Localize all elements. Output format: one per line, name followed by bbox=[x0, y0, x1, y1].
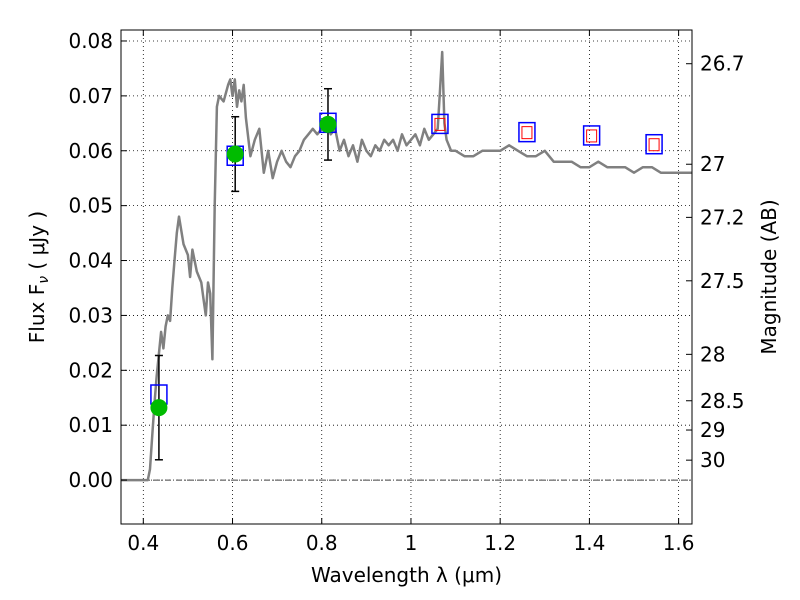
y-axis-label: Flux Fν ( μJy ) bbox=[25, 211, 52, 343]
y-tick-label: 0.07 bbox=[68, 84, 113, 108]
y2-tick-label: 28 bbox=[700, 342, 725, 366]
y2-tick-label: 30 bbox=[700, 448, 725, 472]
y2-tick-label: 27 bbox=[700, 152, 725, 176]
y2-axis-label: Magnitude (AB) bbox=[757, 199, 781, 354]
model-photometry-box bbox=[518, 121, 536, 143]
y2-tick-label: 28.5 bbox=[700, 389, 745, 413]
model-photometry-box bbox=[431, 113, 449, 135]
model-photometry-inner-box bbox=[648, 138, 660, 152]
x-tick-label: 0.8 bbox=[306, 531, 338, 555]
x-tick-label: 0.6 bbox=[217, 531, 249, 555]
y-tick-label: 0.00 bbox=[68, 468, 113, 492]
y-axis-label-unit: ( μJy ) bbox=[25, 211, 49, 276]
model-photometry-box bbox=[645, 133, 663, 155]
ticks: 0.4 0.6 0.8 1 1.2 1.4 1.6 0.00 0.01 0.02 0.03 0.04 0… bbox=[68, 29, 744, 555]
model-photometry-inner-box bbox=[586, 129, 598, 143]
observed-flux-point bbox=[319, 115, 337, 133]
x-tick-label: 1.2 bbox=[484, 531, 516, 555]
x-tick-label: 0.4 bbox=[127, 531, 159, 555]
y2-tick-label: 27.5 bbox=[700, 269, 745, 293]
y-tick-label: 0.03 bbox=[68, 303, 113, 327]
y2-tick-label: 26.7 bbox=[700, 52, 745, 76]
plot-frame bbox=[120, 29, 693, 525]
y2-tick-label: 27.2 bbox=[700, 205, 745, 229]
model-photometry-inner-box bbox=[434, 117, 446, 131]
x-tick-label: 1.6 bbox=[663, 531, 695, 555]
x-axis-label: Wavelength λ (μm) bbox=[311, 563, 502, 587]
y-tick-label: 0.02 bbox=[68, 358, 113, 382]
model-photometry-box bbox=[582, 125, 601, 146]
x-tick-label: 1.4 bbox=[573, 531, 605, 555]
y2-tick-label: 29 bbox=[700, 418, 725, 442]
observed-flux-point bbox=[226, 145, 244, 163]
y-tick-label: 0.01 bbox=[68, 413, 113, 437]
y-tick-label: 0.06 bbox=[68, 139, 113, 163]
y-tick-label: 0.04 bbox=[68, 249, 113, 273]
y-tick-label: 0.08 bbox=[68, 29, 113, 53]
observed-flux-point bbox=[150, 399, 168, 417]
x-tick-label: 1 bbox=[405, 531, 418, 555]
plot-area bbox=[121, 50, 692, 482]
y-axis-label-subscript: ν bbox=[36, 276, 52, 284]
y-tick-label: 0.05 bbox=[68, 194, 113, 218]
model-photometry-inner-box bbox=[521, 126, 533, 140]
y-axis-label-main: Flux F bbox=[25, 284, 49, 343]
